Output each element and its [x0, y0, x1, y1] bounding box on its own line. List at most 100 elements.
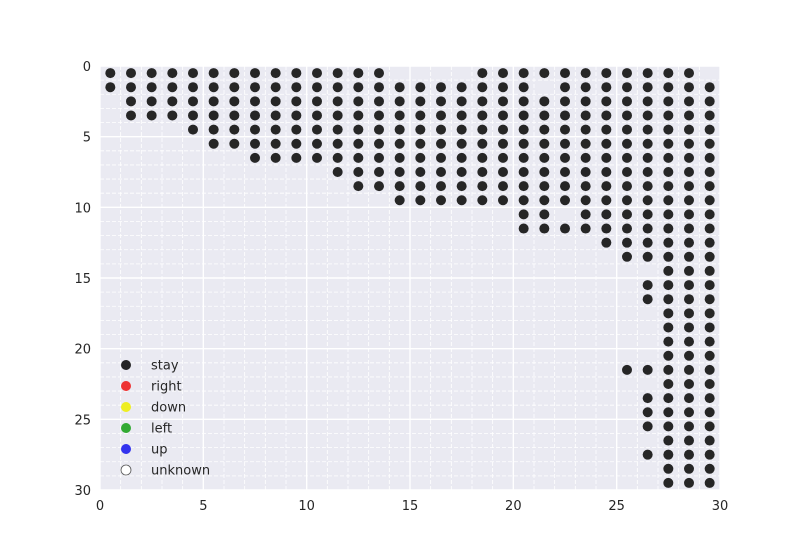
data-point-stay — [456, 138, 467, 149]
data-point-stay — [601, 82, 612, 93]
legend-marker-up — [121, 444, 131, 454]
data-point-stay — [560, 68, 570, 79]
data-point-stay — [684, 336, 694, 347]
data-point-stay — [580, 195, 591, 206]
y-tick-label: 25 — [74, 413, 91, 428]
data-point-stay — [126, 82, 136, 93]
data-point-stay — [518, 124, 529, 135]
data-point-stay — [332, 167, 343, 177]
data-point-stay — [312, 82, 322, 93]
data-point-stay — [601, 223, 612, 234]
y-tick-label: 15 — [74, 272, 91, 287]
data-point-stay — [684, 294, 694, 305]
data-point-stay — [704, 223, 715, 234]
data-point-stay — [622, 138, 632, 149]
y-tick-label: 10 — [74, 201, 91, 216]
data-point-stay — [456, 167, 467, 177]
data-point-stay — [539, 195, 550, 206]
data-point-stay — [560, 96, 570, 107]
data-point-stay — [601, 209, 612, 220]
data-point-stay — [663, 209, 674, 220]
data-point-stay — [394, 167, 405, 177]
data-point-stay — [642, 68, 653, 79]
data-point-stay — [415, 110, 426, 121]
data-point-stay — [498, 138, 508, 149]
data-point-stay — [436, 82, 446, 93]
data-point-stay — [684, 350, 694, 361]
data-point-stay — [622, 68, 632, 79]
data-point-stay — [353, 124, 364, 135]
data-point-stay — [188, 110, 198, 121]
data-point-stay — [642, 364, 653, 375]
x-tick-label: 30 — [712, 499, 729, 514]
data-point-stay — [642, 407, 653, 418]
data-point-stay — [477, 181, 488, 192]
data-point-stay — [291, 68, 302, 79]
data-point-stay — [518, 167, 529, 177]
data-point-stay — [684, 223, 694, 234]
data-point-stay — [663, 82, 674, 93]
data-point-stay — [332, 110, 343, 121]
data-point-stay — [684, 322, 694, 333]
data-point-stay — [250, 124, 260, 135]
data-point-stay — [642, 195, 653, 206]
data-point-stay — [601, 110, 612, 121]
data-point-stay — [663, 223, 674, 234]
data-point-stay — [580, 152, 591, 163]
data-point-stay — [250, 110, 260, 121]
major-grid — [99, 65, 721, 491]
data-point-stay — [312, 110, 322, 121]
data-point-stay — [622, 237, 632, 248]
legend-marker-down — [121, 402, 131, 412]
data-point-stay — [704, 195, 715, 206]
data-point-stay — [167, 110, 178, 121]
data-point-stay — [374, 152, 384, 163]
data-point-stay — [518, 152, 529, 163]
y-tick-label: 5 — [83, 131, 91, 146]
data-point-stay — [663, 195, 674, 206]
data-point-stay — [291, 82, 302, 93]
y-tick-label: 20 — [74, 343, 91, 358]
data-point-stay — [105, 68, 116, 79]
data-point-stay — [663, 463, 674, 474]
data-point-stay — [663, 110, 674, 121]
data-point-stay — [415, 181, 426, 192]
x-tick-label: 20 — [505, 499, 522, 514]
data-point-stay — [518, 96, 529, 107]
data-point-stay — [229, 96, 240, 107]
data-point-stay — [684, 435, 694, 446]
data-point-stay — [126, 110, 136, 121]
data-point-stay — [622, 110, 632, 121]
data-point-stay — [498, 82, 508, 93]
data-point-stay — [684, 237, 694, 248]
data-point-stay — [270, 138, 281, 149]
data-point-stay — [353, 167, 364, 177]
data-point-stay — [188, 124, 198, 135]
data-point-stay — [642, 138, 653, 149]
data-point-stay — [188, 96, 198, 107]
data-point-stay — [580, 138, 591, 149]
data-point-stay — [167, 96, 178, 107]
data-point-stay — [332, 68, 343, 79]
data-point-stay — [704, 379, 715, 389]
data-point-stay — [477, 167, 488, 177]
data-point-stay — [518, 68, 529, 79]
data-point-stay — [374, 138, 384, 149]
data-point-stay — [208, 82, 219, 93]
data-point-stay — [208, 124, 219, 135]
data-point-stay — [312, 68, 322, 79]
data-point-stay — [518, 110, 529, 121]
data-point-stay — [580, 110, 591, 121]
data-point-stay — [498, 152, 508, 163]
data-point-stay — [560, 152, 570, 163]
data-point-stay — [684, 393, 694, 404]
data-point-stay — [250, 68, 260, 79]
data-point-stay — [642, 223, 653, 234]
data-point-stay — [663, 364, 674, 375]
data-point-stay — [663, 237, 674, 248]
data-point-stay — [229, 138, 240, 149]
data-point-stay — [229, 124, 240, 135]
data-point-stay — [270, 124, 281, 135]
legend-label-unknown: unknown — [151, 464, 210, 479]
